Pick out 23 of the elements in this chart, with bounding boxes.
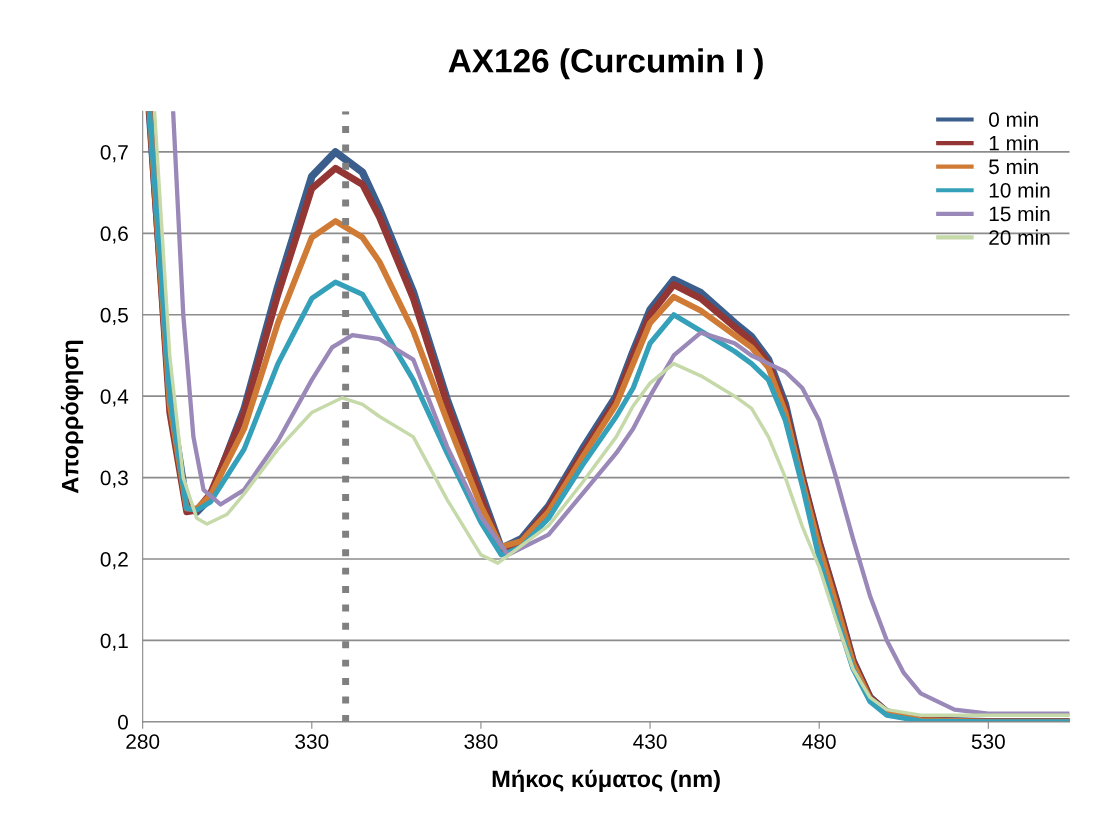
x-axis-title: Μήκος κύματος (nm) [492,769,720,792]
legend-label: 15 min [989,206,1050,222]
y-tick-label: 0 [118,714,128,730]
x-tick-label: 530 [971,734,1005,749]
legend-label: 10 min [989,182,1050,198]
y-tick-label: 0,5 [100,307,128,325]
legend-label: 0 min [989,111,1038,127]
y-tick-label: 0,4 [100,389,129,407]
legend-label: 1 min [989,135,1038,151]
x-tick-label: 380 [464,734,498,749]
y-axis-title: Απορρόφηση [60,340,84,494]
x-tick-label: 430 [633,734,667,749]
legend-label: 5 min [989,158,1038,175]
y-tick-label: 0,6 [100,226,128,244]
y-tick-label: 0,7 [100,144,128,163]
y-tick-label: 0,1 [100,633,128,651]
x-tick-label: 480 [802,734,836,749]
y-tick-label: 0,2 [100,552,128,570]
chart-title: AX126 (Curcumin I ) [448,48,763,80]
y-tick-label: 0,3 [100,470,128,488]
x-tick-label: 280 [126,734,160,749]
legend-label: 20 min [989,229,1050,245]
x-tick-label: 330 [295,734,329,749]
